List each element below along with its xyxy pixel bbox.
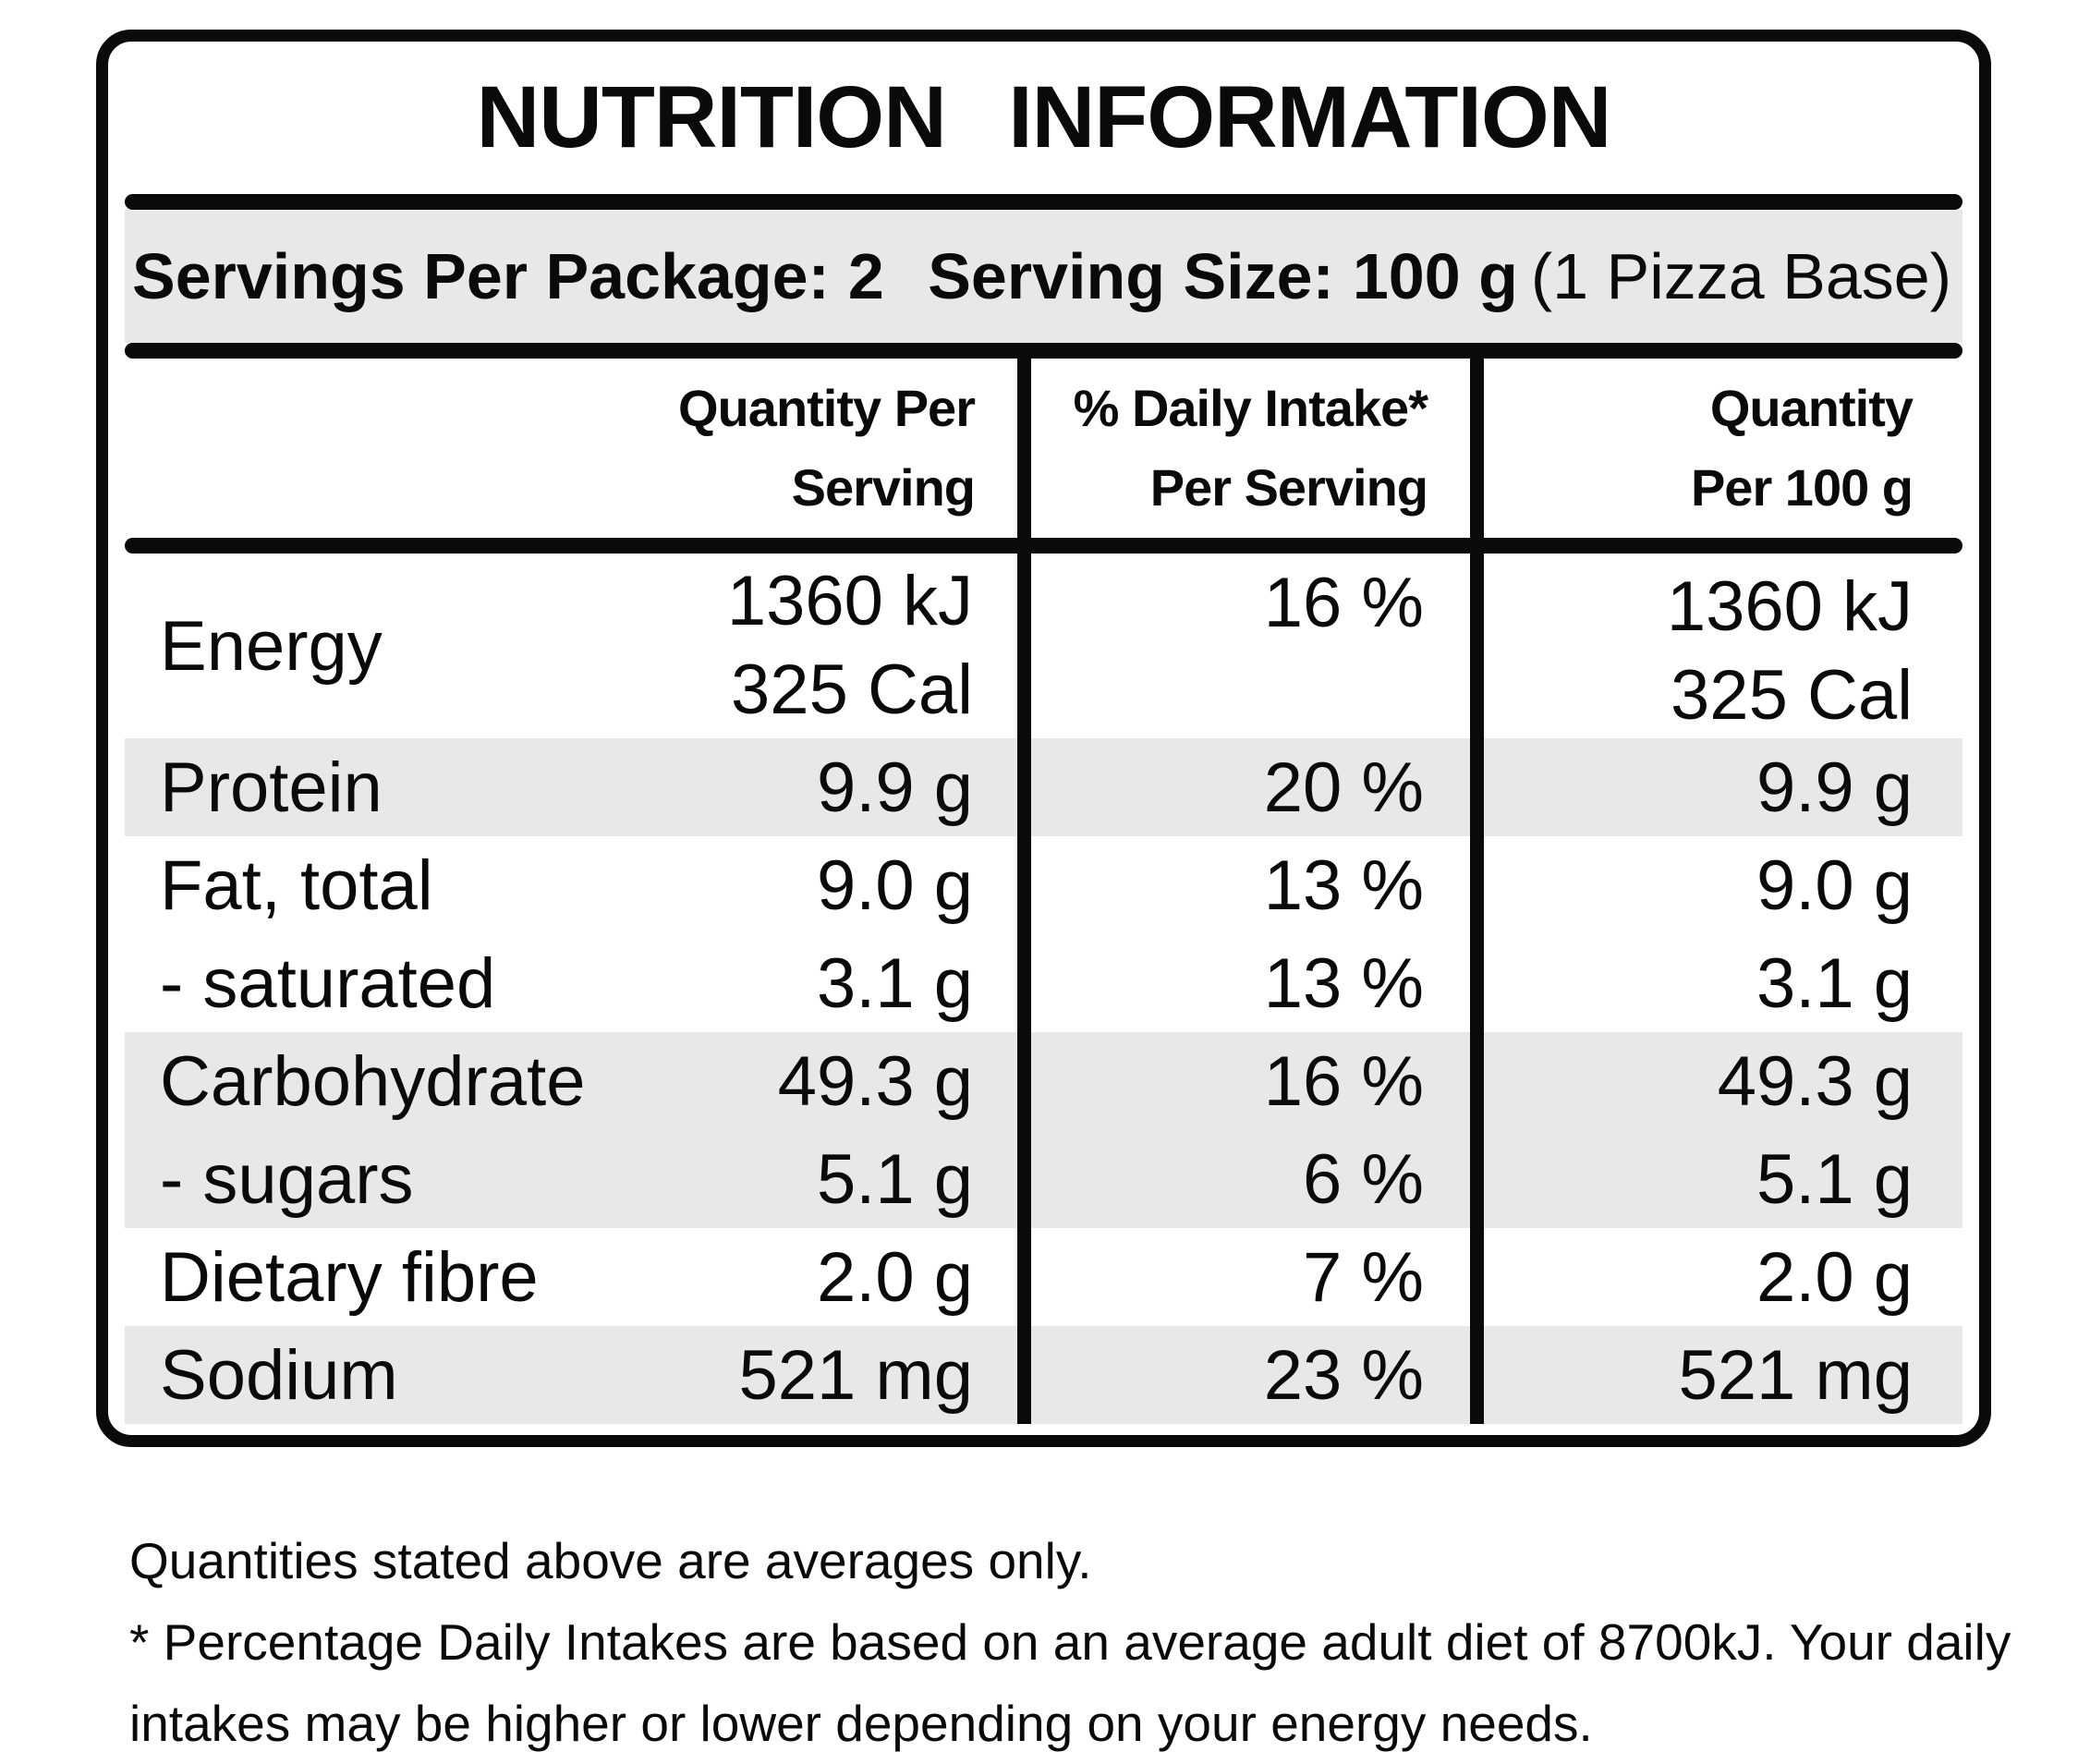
value-per-100g: 521 mg [1484, 1326, 1962, 1424]
serving-size-value: 100 g [1352, 240, 1518, 312]
table-row-dietary-fibre: Dietary fibre 2.0 g [125, 1228, 1017, 1326]
footnote-averages: Quantities stated above are averages onl… [129, 1532, 1092, 1589]
nutrient-name: Energy [160, 606, 383, 686]
table-row-fat-total: Fat, total 9.0 g [125, 836, 1017, 934]
column-header-per-serving: Quantity Per Serving [678, 379, 976, 517]
value-per-100g: 3.1 g [1756, 943, 1913, 1023]
value-per-100g: 2.0 g [1756, 1237, 1913, 1317]
value-per-serving: 9.0 g [816, 846, 973, 925]
table-row-sodium: Sodium 521 mg [125, 1326, 1017, 1424]
nutrition-label-panel: NUTRITION INFORMATION Servings Per Packa… [96, 30, 1991, 1447]
value-per-serving: 3.1 g [816, 943, 973, 1023]
serving-size: Serving Size: 100 g (1 Pizza Base) [928, 239, 1951, 313]
value-per-100g: 49.3 g [1484, 1032, 1962, 1130]
nutrient-name: Fat, total [160, 846, 433, 925]
value-daily-intake: 16 % [1017, 554, 1484, 738]
value-per-100g: 9.9 g [1484, 738, 1962, 836]
value-per-serving: 1360 kJ 325 Cal [726, 562, 973, 729]
serving-size-label: Serving Size: [928, 240, 1334, 312]
value-per-100g: 9.0 g [1756, 846, 1913, 925]
value-daily-intake: 7 % [1017, 1228, 1484, 1326]
value-daily-intake: 16 % [1017, 1032, 1484, 1130]
nutrient-name: Sodium [160, 1335, 398, 1415]
value-per-serving: 5.1 g [816, 1139, 973, 1219]
footnote-daily-intake-line2: intakes may be higher or lower depending… [129, 1695, 1593, 1752]
table-row-sugars: - sugars 5.1 g [125, 1130, 1017, 1228]
table-row-protein: Protein 9.9 g [125, 738, 1017, 836]
value-daily-intake: 20 % [1017, 738, 1484, 836]
footnote-daily-intake-line1: * Percentage Daily Intakes are based on … [129, 1613, 2011, 1671]
nutrient-name: - sugars [160, 1139, 414, 1219]
value-per-serving: 49.3 g [777, 1041, 973, 1121]
servings-per-package-value: 2 [847, 240, 884, 312]
table-row-energy: Energy 1360 kJ 325 Cal [125, 554, 1017, 738]
serving-size-note: (1 Pizza Base) [1530, 240, 1951, 312]
column-header-per-100g: Quantity Per 100 g [1690, 379, 1914, 517]
value-per-100g: 1360 kJ 325 Cal [1666, 567, 1913, 735]
nutrient-name: Dietary fibre [160, 1237, 539, 1317]
table-row-carbohydrate: Carbohydrate 49.3 g [125, 1032, 1017, 1130]
value-per-serving: 9.9 g [816, 748, 973, 827]
value-per-100g: 5.1 g [1484, 1130, 1962, 1228]
value-per-serving: 2.0 g [816, 1237, 973, 1317]
table-row-saturated: - saturated 3.1 g [125, 934, 1017, 1032]
divider-below-title [125, 194, 1962, 210]
servings-per-package-label: Servings Per Package: [132, 240, 830, 312]
nutrient-name: Carbohydrate [160, 1041, 586, 1121]
divider-below-headers [125, 538, 1962, 554]
value-daily-intake: 13 % [1017, 836, 1484, 934]
footnotes: Quantities stated above are averages onl… [129, 1520, 2051, 1764]
servings-row: Servings Per Package: 2 Serving Size: 100 … [125, 210, 1962, 343]
value-daily-intake: 13 % [1017, 934, 1484, 1032]
nutrient-name: Protein [160, 748, 383, 827]
value-daily-intake: 23 % [1017, 1326, 1484, 1424]
servings-per-package: Servings Per Package: 2 [132, 239, 884, 313]
value-daily-intake: 6 % [1017, 1130, 1484, 1228]
value-per-serving: 521 mg [738, 1335, 974, 1415]
divider-below-servings [125, 343, 1962, 359]
nutrition-table: Quantity Per Serving % Daily Intake* Per… [125, 359, 1962, 1424]
nutrient-name: - saturated [160, 943, 496, 1023]
column-header-daily-intake: % Daily Intake* Per Serving [1017, 359, 1484, 538]
panel-title: NUTRITION INFORMATION [476, 68, 1612, 166]
